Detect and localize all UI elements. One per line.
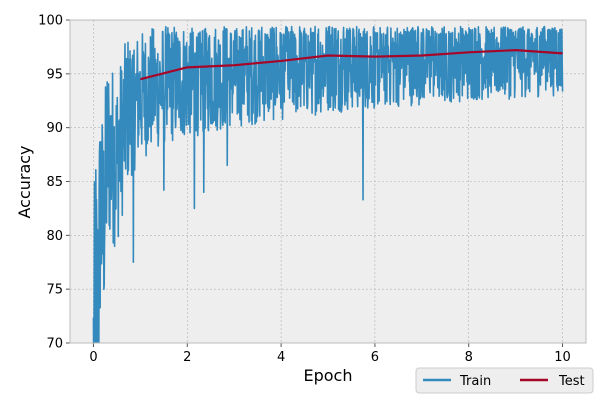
legend-train-label: Train [459, 374, 491, 389]
x-tick-label: 10 [554, 350, 571, 365]
y-tick-label: 80 [46, 229, 63, 244]
series-train-line [92, 25, 564, 343]
axes: 0 2 4 6 8 10 70 75 80 85 90 95 100 [38, 14, 587, 365]
x-tick-label: 4 [277, 350, 285, 365]
series-layer [92, 25, 564, 343]
y-axis-title: Accuracy [15, 145, 34, 218]
y-tick-label: 90 [46, 121, 63, 136]
legend: Train Test [415, 367, 594, 394]
x-axis-title: Epoch [304, 366, 353, 385]
legend-test-label: Test [558, 374, 585, 389]
y-tick-label: 100 [38, 14, 63, 29]
legend-frame [415, 367, 594, 394]
y-tick-label: 70 [46, 337, 63, 352]
y-tick-label: 95 [46, 67, 63, 82]
x-tick-label: 8 [465, 350, 473, 365]
x-tick-label: 0 [89, 350, 97, 365]
y-tick-label: 85 [46, 175, 63, 190]
y-tick-label: 75 [46, 283, 63, 298]
plot-frame [69, 19, 587, 344]
series-test-line [140, 49, 563, 81]
x-tick-label: 6 [371, 350, 379, 365]
x-tick-label: 2 [183, 350, 191, 365]
